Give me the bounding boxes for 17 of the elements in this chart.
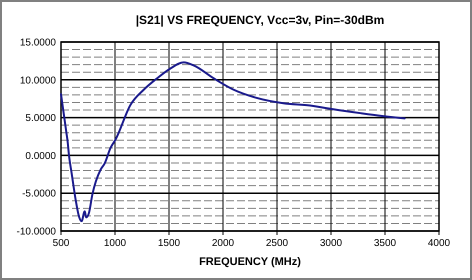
y-tick-label: -5.0000 [22,188,56,200]
y-tick-label: 15.0000 [20,38,56,48]
chart-title: |S21| VS FREQUENCY, Vcc=3v, Pin=-30dBm [136,13,384,27]
line-series [60,61,406,222]
x-tick-label: 3000 [320,238,343,249]
x-tick-label: 1000 [104,238,127,249]
x-tick-label: 3500 [374,238,397,249]
y-tick-label: 5.0000 [25,113,56,124]
y-tick-label: -10.0000 [16,226,56,238]
x-axis-title: FREQUENCY (MHz) [199,256,302,268]
x-tick-label: 500 [52,238,70,249]
x-tick-label: 4000 [428,238,451,249]
x-tick-label: 2500 [266,238,289,249]
x-tick-label: 2000 [212,238,235,249]
y-tick-label: 0.0000 [25,150,56,162]
x-tick-label: 1500 [158,238,181,249]
y-tick-label: 10.0000 [20,75,56,86]
